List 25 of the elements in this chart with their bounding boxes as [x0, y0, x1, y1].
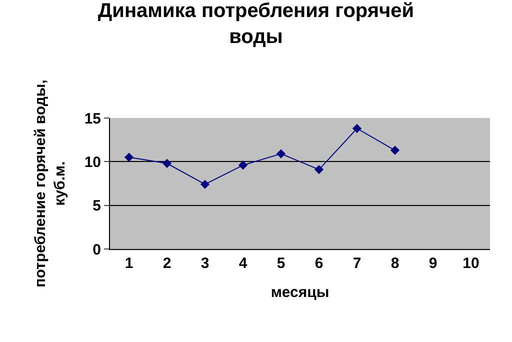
y-axis-title: потребление горячей воды, куб.м.	[32, 80, 69, 288]
x-tick-label: 8	[390, 255, 400, 272]
y-tick-label: 10	[84, 154, 101, 171]
point	[276, 149, 286, 158]
x-tick-label: 7	[352, 255, 362, 272]
x-tick-label: 3	[200, 255, 210, 272]
point	[390, 146, 400, 155]
point	[162, 158, 172, 168]
y-tick-label: 15	[84, 110, 101, 128]
chart-title: Динамика потребления горячей воды	[98, 0, 414, 48]
x-tick-label: 5	[276, 255, 286, 272]
x-tick-label: 4	[238, 255, 248, 272]
y-tick-label: 0	[92, 241, 101, 258]
x-tick-label: 6	[314, 255, 324, 272]
x-tick-label: 1	[124, 255, 134, 272]
point	[314, 164, 324, 174]
x-tick-label: 9	[428, 255, 438, 272]
y-tick-label: 5	[92, 198, 101, 215]
x-tick-label: 2	[162, 255, 172, 272]
point	[124, 152, 134, 162]
x-axis-title: месяцы	[270, 284, 330, 301]
point	[200, 180, 210, 189]
point	[238, 160, 248, 170]
x-tick-label: 10	[462, 255, 480, 272]
point	[352, 124, 362, 134]
